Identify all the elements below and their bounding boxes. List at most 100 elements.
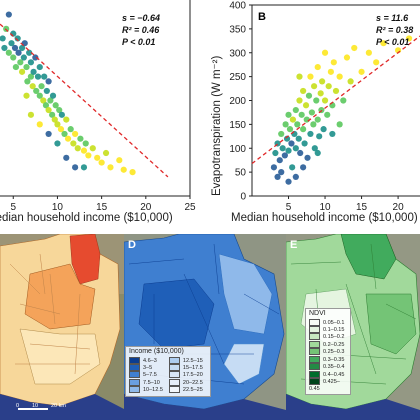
panel-b-point: [330, 59, 337, 66]
map-c-ocean: [0, 394, 124, 420]
ndvi-legend-title: NDVI: [309, 310, 326, 317]
map-d-region-dark: [138, 278, 215, 350]
panel-b-stat-p: P < 0.01: [376, 37, 409, 47]
panel-a-point: [56, 106, 63, 114]
panel-b-point: [405, 35, 413, 42]
panel-b-point: [310, 83, 318, 90]
panel-b-point: [347, 78, 354, 85]
panel-a-point: [18, 44, 26, 52]
panel-a-point: [42, 102, 50, 109]
panel-a-point: [1, 44, 8, 52]
income-legend-swatch: [129, 371, 140, 379]
income-legend-label: 15–17.5: [182, 364, 203, 371]
panel-b-point: [278, 169, 285, 176]
panel-b-y-tick-label: 50: [235, 168, 247, 179]
panel-a-point: [70, 140, 77, 147]
panel-b-point: [292, 106, 299, 114]
panel-a-point: [11, 44, 19, 52]
income-legend: Income ($10,000) 4.6–3 3–5 5–7.5 7.5–10 10–1…: [125, 346, 211, 397]
map-e-region-dark: [340, 234, 397, 280]
panel-b-point: [295, 135, 302, 142]
income-legend-item: 20–22.5: [168, 378, 203, 386]
panel-a-point: [40, 97, 47, 104]
panel-b-point: [373, 59, 380, 66]
panel-a-x-tick-label: 25: [184, 202, 196, 213]
panel-b-point: [285, 147, 292, 154]
ndvi-legend-label: 0.425–0.45: [309, 379, 340, 392]
panel-b-point: [314, 149, 321, 157]
ndvi-legend-item: 0.35–0.4: [309, 363, 347, 371]
panel-b-y-tick-label: 400: [229, 1, 246, 12]
panel-a-point: [80, 147, 88, 154]
panel-a-point: [12, 63, 20, 71]
panel-b-point: [298, 111, 305, 118]
panel-b-point: [321, 97, 329, 104]
panel-b-x-ticks: 5 10 15 20: [286, 196, 404, 213]
income-legend-swatch: [129, 386, 140, 394]
map-e-ocean: [286, 394, 420, 420]
panel-b-y-tick-label: 350: [229, 24, 246, 35]
panel-b-y-tick-label: 100: [229, 144, 246, 155]
panel-a-point: [29, 83, 36, 90]
income-legend-item: 7.5–10: [129, 378, 163, 386]
panel-a-point: [23, 92, 30, 99]
ndvi-legend-swatch: [309, 370, 320, 378]
map-e-letter: E: [290, 239, 297, 251]
panel-b-point: [319, 78, 326, 85]
panel-b-x-tick-label: 20: [393, 202, 405, 213]
scatter-chart-panel-b: 0 50 100 150 200 250 300 350 400 5 10 15 20 B s = 1…: [200, 0, 420, 236]
panel-a-point: [0, 35, 6, 42]
panel-b-point: [283, 135, 291, 142]
panel-b-point: [285, 111, 292, 118]
panel-b-point: [285, 178, 292, 185]
panel-a-x-axis-label: Median household income ($10,000): [0, 212, 173, 224]
panel-b-point: [288, 140, 295, 147]
panel-b-y-tick-label: 150: [229, 120, 246, 131]
income-legend-swatch: [129, 363, 140, 371]
panel-a-point: [63, 154, 70, 161]
panel-a-point: [52, 102, 59, 109]
panel-b-point: [292, 145, 299, 152]
panel-a-point: [27, 59, 35, 66]
panel-b-point: [310, 121, 317, 128]
income-legend-label: 4.6–3: [143, 357, 157, 364]
panel-a-point: [20, 54, 27, 61]
panel-a-point: [57, 126, 65, 133]
panel-b-x-axis-label: Median household income ($10,000): [231, 212, 418, 224]
ndvi-legend-item: 0.3–0.35: [309, 355, 347, 363]
panel-b-y-tick-label: 300: [229, 48, 246, 59]
panel-b-point: [343, 54, 351, 61]
panel-b-point: [292, 173, 299, 180]
panel-b-point: [311, 145, 318, 152]
panel-a-point: [45, 130, 52, 138]
panel-b-point: [282, 121, 289, 128]
ndvi-legend-swatch: [309, 355, 320, 363]
map-panel-d: D: [124, 234, 286, 420]
income-legend-item: 10–12.5: [129, 386, 163, 394]
ndvi-legend-label: 0.15–0.2: [323, 334, 345, 341]
income-legend-swatch: [129, 378, 140, 386]
panel-b-point: [297, 149, 304, 157]
income-legend-swatch: [168, 363, 180, 371]
income-legend-item: 22.5–25: [168, 386, 203, 394]
panel-b-point: [317, 90, 324, 97]
income-legend-swatch: [168, 356, 180, 364]
panel-a-point: [102, 149, 110, 157]
panel-a-point: [5, 11, 12, 18]
panel-b-point: [276, 157, 283, 164]
income-legend-item: 5–7.5: [129, 371, 163, 379]
income-legend-title: Income ($10,000): [129, 348, 184, 355]
map-e-region-mid: [365, 293, 417, 355]
ndvi-legend-swatch: [309, 378, 320, 386]
panel-b-fit-line: [251, 35, 420, 165]
ndvi-legend-swatch: [309, 333, 320, 341]
panel-a-point: [45, 78, 52, 85]
panel-a-x-ticks: 5 10 15 20 25: [10, 196, 196, 213]
panel-a-point: [98, 159, 105, 166]
ndvi-legend-label: 0.35–0.4: [323, 364, 345, 371]
panel-a-point: [72, 164, 79, 171]
income-legend-label: 20–22.5: [182, 379, 203, 386]
panel-b-point: [336, 121, 343, 128]
panel-a-point: [45, 106, 52, 114]
panel-a-point: [32, 54, 39, 61]
